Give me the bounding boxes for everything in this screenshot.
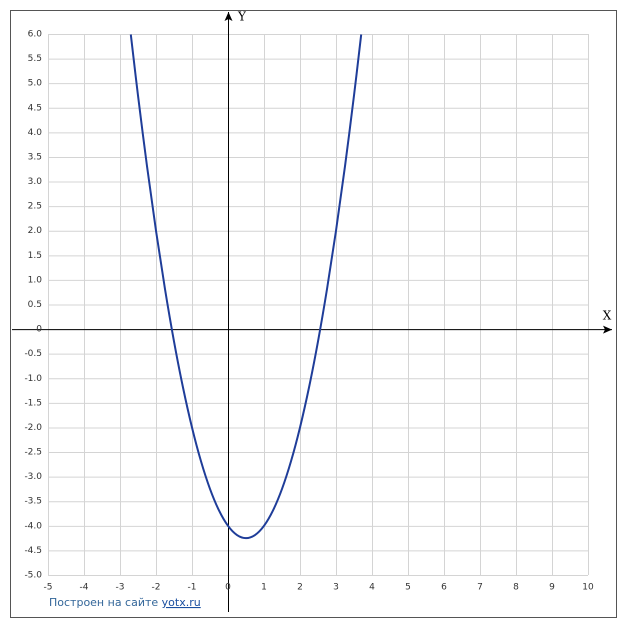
x-tick-label: 10: [582, 583, 594, 593]
x-tick-label: -3: [116, 583, 125, 593]
x-tick-label: 6: [441, 583, 447, 593]
y-tick-label: 1.0: [28, 275, 43, 285]
y-tick-label: -4.5: [24, 546, 42, 556]
y-tick-label: 1.5: [28, 251, 42, 261]
y-axis-label: Y: [237, 10, 247, 24]
x-tick-label: 7: [477, 583, 483, 593]
footer-text: Построен на сайте: [49, 596, 158, 609]
y-tick-label: -0.5: [24, 349, 42, 359]
y-tick-label: -1.5: [24, 398, 42, 408]
y-tick-label: 2.5: [28, 202, 42, 212]
y-tick-label: 4.5: [28, 103, 42, 113]
x-tick-label: 9: [549, 583, 555, 593]
footer-link[interactable]: yotx.ru: [162, 596, 201, 609]
x-tick-label: 5: [405, 583, 411, 593]
x-tick-label: -5: [44, 583, 53, 593]
x-tick-label: 8: [513, 583, 519, 593]
y-tick-label: 3.5: [28, 152, 42, 162]
x-tick-label: -2: [152, 583, 161, 593]
y-tick-label: -4.0: [24, 521, 42, 531]
x-tick-label: -1: [188, 583, 197, 593]
frame: [10, 10, 617, 618]
x-axis-arrow: [603, 325, 612, 334]
x-tick-label: -4: [80, 583, 89, 593]
y-tick-label: 2.0: [28, 226, 43, 236]
x-tick-label: 3: [333, 583, 339, 593]
x-tick-label: 1: [261, 583, 267, 593]
y-tick-label: 0: [36, 325, 42, 335]
y-tick-label: -3.0: [24, 472, 42, 482]
y-tick-label: 5.5: [28, 54, 42, 64]
curve: [129, 34, 363, 540]
y-tick-label: -2.5: [24, 448, 42, 458]
y-tick-label: -1.0: [24, 374, 42, 384]
x-tick-label: 4: [369, 583, 375, 593]
y-tick-label: 6.0: [28, 30, 43, 40]
x-axis-label: X: [603, 309, 612, 323]
y-tick-label: 0.5: [28, 300, 42, 310]
x-tick-label: 2: [297, 583, 303, 593]
footer: Построен на сайте yotx.ru: [49, 596, 201, 609]
y-axis-arrow: [224, 12, 233, 21]
y-tick-label: -5.0: [24, 571, 42, 581]
y-tick-label: 3.0: [28, 177, 43, 187]
y-tick-label: -3.5: [24, 497, 42, 507]
y-tick-label: 5.0: [28, 79, 43, 89]
x-tick-label: 0: [225, 583, 231, 593]
y-tick-label: 4.0: [28, 128, 43, 138]
y-tick-label: -2.0: [24, 423, 42, 433]
